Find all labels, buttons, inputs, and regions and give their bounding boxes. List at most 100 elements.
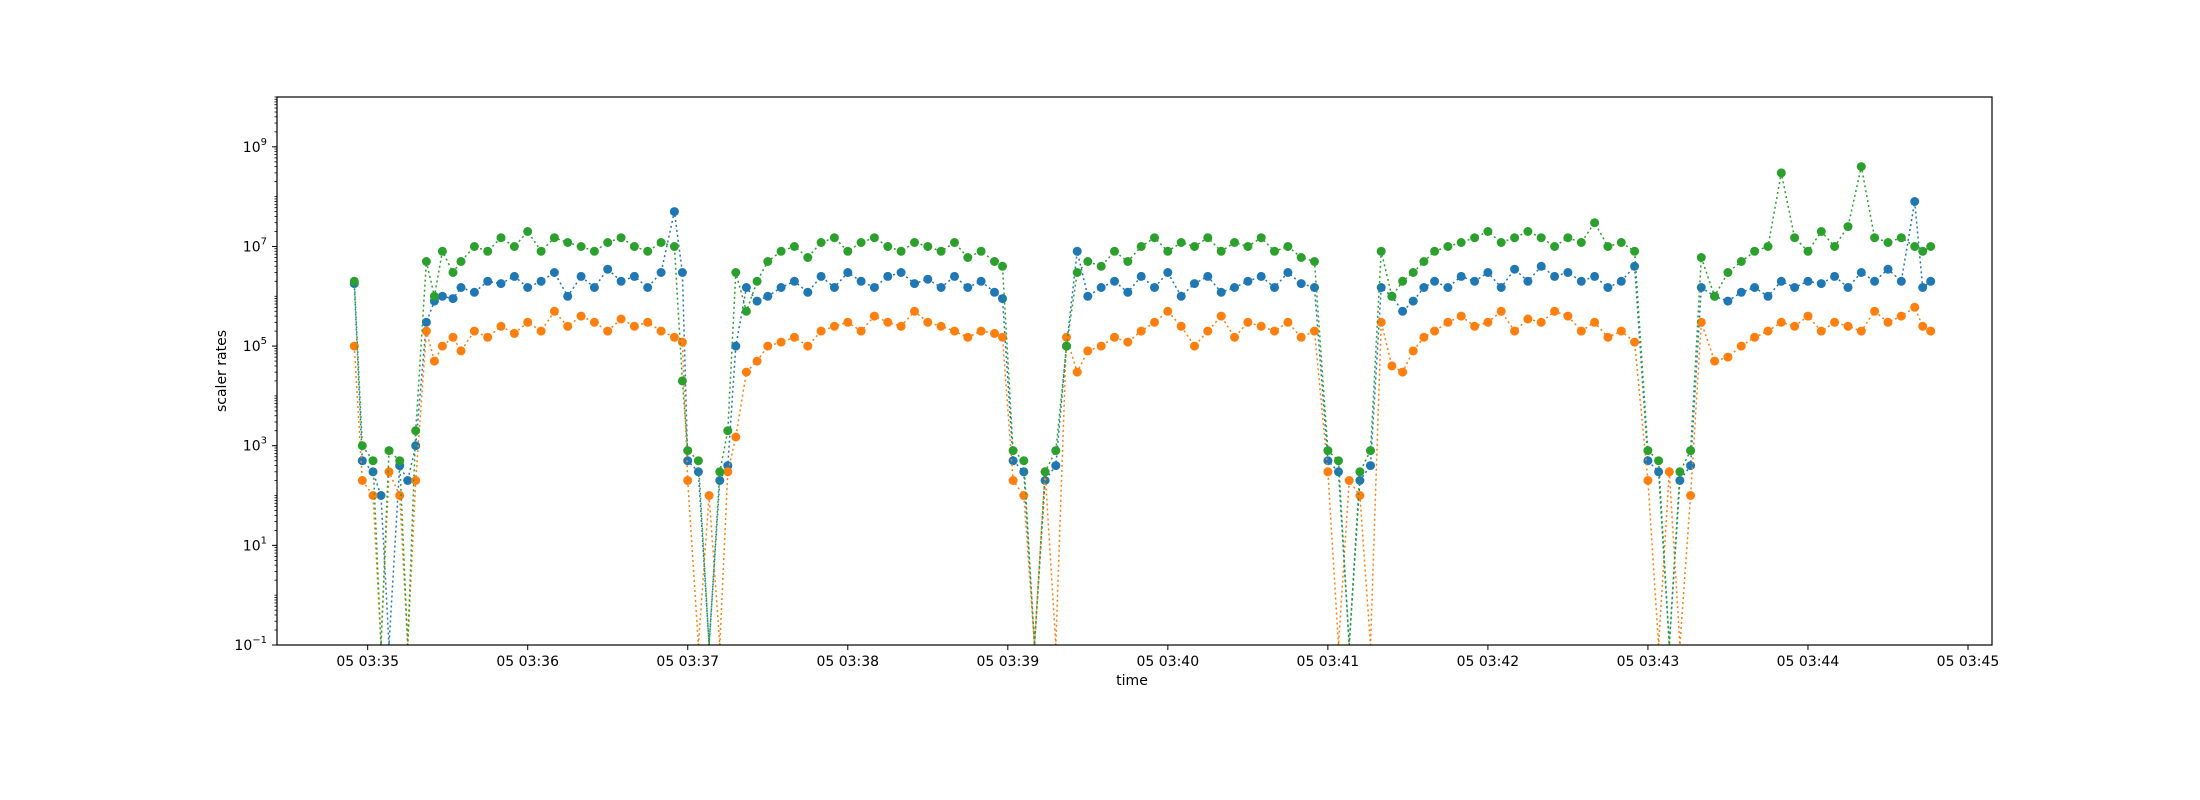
series-2-point [1926, 326, 1936, 336]
series-2-point [1483, 317, 1493, 327]
series-2-point [549, 306, 559, 316]
series-1-point [869, 283, 879, 292]
series-1-point [1150, 283, 1159, 292]
series-1-point [1790, 283, 1800, 292]
series-3-point [563, 238, 573, 247]
series-1-point [1856, 268, 1866, 277]
series-3-point [1470, 233, 1480, 243]
series-1-point [990, 287, 999, 297]
series-1-point [923, 274, 933, 284]
series-1-point [715, 476, 725, 485]
series-2-point [936, 321, 946, 331]
y-tick-exponent: 1 [261, 535, 267, 546]
series-1-point [1696, 283, 1706, 292]
series-1-point [589, 283, 599, 292]
series-2-point [1216, 311, 1226, 321]
series-3-point [384, 446, 394, 456]
y-tick-exponent: 9 [261, 137, 267, 148]
series-2-point [1243, 317, 1253, 327]
series-3-point [1323, 446, 1333, 456]
series-1-point [1563, 268, 1573, 277]
series-3-point [843, 246, 853, 256]
series-3-point [1496, 238, 1506, 247]
series-3-point [496, 233, 506, 243]
series-1-point [731, 341, 741, 351]
series-2-point [1136, 326, 1146, 336]
series-1-point [1216, 287, 1226, 297]
series-1-point [936, 283, 946, 292]
series-1-point [603, 264, 613, 274]
series-1-point [1283, 268, 1293, 277]
series-3-point [715, 467, 725, 477]
series-1-point [1190, 279, 1199, 289]
x-axis-label: time [1116, 673, 1148, 689]
y-tick-exponent: 5 [261, 336, 267, 347]
series-1-point [576, 271, 586, 281]
series-3-point [1270, 246, 1279, 256]
series-1-point [1675, 476, 1685, 485]
y-tick-label: 103 [243, 436, 267, 455]
series-1-point [1803, 276, 1813, 286]
series-1-point [1643, 456, 1653, 466]
series-3-point [549, 233, 559, 243]
series-1-point [1510, 264, 1520, 274]
series-2-point [523, 317, 533, 327]
series-1-point [741, 283, 751, 292]
series-2-point [869, 311, 879, 321]
series-3-point [803, 253, 813, 262]
series-1-point [976, 276, 986, 286]
series-2-point [1856, 326, 1866, 336]
series-1-point [1072, 246, 1082, 256]
series-3-point [723, 426, 733, 436]
series-3-point [1870, 233, 1880, 243]
series-1-point [683, 456, 693, 466]
series-1-point [1590, 271, 1600, 281]
series-2-point [1230, 332, 1239, 342]
series-2-point [411, 476, 421, 485]
series-3-point [1910, 242, 1920, 251]
series-3-point [1072, 268, 1082, 277]
series-1-point [1243, 276, 1253, 286]
series-1-point [469, 287, 479, 297]
series-1-point [1550, 271, 1560, 281]
series-3-point [1216, 246, 1226, 256]
series-1-point [669, 207, 679, 217]
series-3-point [936, 246, 946, 256]
series-3-point [1283, 242, 1293, 251]
series-1-point [368, 467, 378, 477]
series-2-point [1830, 317, 1840, 327]
series-3-point [1686, 446, 1696, 456]
series-3-point [395, 456, 405, 466]
series-1-point [1603, 283, 1613, 292]
y-tick-base: 10 [243, 538, 261, 554]
series-3-point [429, 291, 439, 301]
series-3-point [643, 246, 653, 256]
series-1-point [1008, 456, 1018, 466]
series-3-point [976, 246, 986, 256]
series-2-point [1523, 314, 1533, 324]
series-2-point [1203, 326, 1213, 336]
y-tick-exponent: 3 [261, 436, 267, 447]
y-tick-label: 101 [243, 535, 267, 554]
series-2-point [429, 356, 439, 366]
series-1-point [376, 491, 386, 500]
series-1-point [1843, 283, 1853, 292]
series-3-point [731, 268, 741, 277]
series-3-point [1563, 233, 1573, 243]
series-1-point [523, 283, 533, 292]
series-1-point [677, 268, 687, 277]
series-1-point [1456, 271, 1466, 281]
series-2-point [723, 467, 733, 477]
series-1-point [693, 467, 703, 477]
series-3-point [1523, 227, 1533, 236]
series-1-point [1686, 461, 1696, 471]
series-2-point [843, 317, 853, 327]
series-1-point [656, 268, 666, 277]
series-2-point [776, 337, 786, 347]
series-2-point [616, 314, 626, 324]
series-2-point [589, 317, 599, 327]
series-3-point [1456, 238, 1466, 247]
series-2-point [1344, 476, 1354, 485]
series-3-point [1176, 238, 1186, 247]
